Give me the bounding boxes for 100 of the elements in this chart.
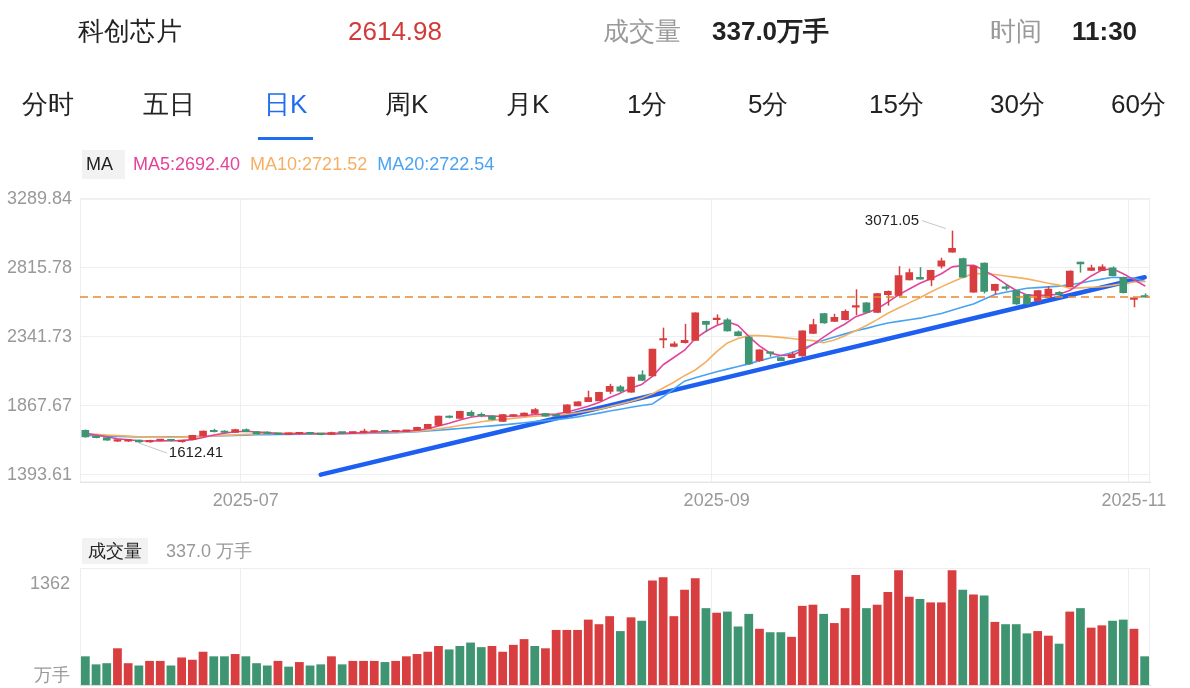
candlestick <box>958 256 967 279</box>
bar <box>915 598 925 685</box>
bar <box>241 656 251 685</box>
bar <box>466 642 475 685</box>
bar <box>401 656 411 685</box>
bar <box>722 611 732 685</box>
bar <box>797 605 807 685</box>
candlestick <box>349 430 357 435</box>
bar <box>177 657 187 685</box>
text: 60分 <box>1111 89 1166 119</box>
bar <box>113 648 122 685</box>
bar <box>755 628 764 685</box>
bar <box>733 626 743 685</box>
bar <box>990 621 1000 685</box>
text: 万手 <box>33 665 70 685</box>
text: 15分 <box>869 89 924 119</box>
bar <box>904 596 914 685</box>
y-tick-label: 3289.84 <box>6 187 72 208</box>
candlestick <box>691 311 700 342</box>
bar <box>359 660 368 685</box>
bar <box>840 608 850 685</box>
bar <box>541 648 550 685</box>
bar <box>819 613 829 685</box>
text: 2614.98 <box>348 16 442 46</box>
bar <box>808 604 818 685</box>
bar <box>712 612 722 685</box>
bar <box>947 570 957 685</box>
bar <box>273 660 283 685</box>
bar <box>487 646 497 685</box>
bar <box>91 664 101 685</box>
bar <box>220 656 229 685</box>
bar <box>391 660 401 685</box>
bar <box>1043 635 1053 685</box>
bar <box>380 662 390 685</box>
bar <box>102 663 112 685</box>
y-tick-label: 2815.78 <box>6 256 72 277</box>
bar <box>787 636 796 685</box>
bar <box>862 608 871 685</box>
text: 科创芯片 <box>78 16 182 46</box>
annotation: 3071.05 <box>864 210 920 228</box>
candlestick <box>744 335 753 366</box>
bar <box>337 664 347 685</box>
bar <box>327 656 336 685</box>
bar <box>519 639 529 685</box>
bar <box>626 617 636 685</box>
bar <box>230 654 240 685</box>
bar <box>829 623 839 685</box>
y-tick-label: 1867.67 <box>6 394 72 415</box>
annotation: 1612.41 <box>168 443 224 461</box>
bar <box>680 589 689 685</box>
text: 时间 <box>990 16 1042 46</box>
bar <box>648 580 657 685</box>
bar <box>508 644 518 685</box>
bar <box>958 589 968 685</box>
bar <box>1001 624 1010 685</box>
bar <box>573 629 582 685</box>
candlestick <box>851 288 860 316</box>
bar <box>134 665 144 685</box>
text: 337.0万手 <box>712 16 830 46</box>
bar <box>294 662 304 685</box>
bar <box>605 616 615 685</box>
bar <box>1140 656 1150 685</box>
text: 月K <box>506 89 550 119</box>
bar <box>1118 619 1128 685</box>
bar <box>145 660 154 685</box>
bar <box>583 619 593 685</box>
bar <box>123 663 133 685</box>
text: 1362 <box>28 573 70 593</box>
text: MA5:2692.40 <box>133 154 241 175</box>
bar <box>434 646 443 685</box>
bar <box>498 651 508 685</box>
bar <box>969 594 978 685</box>
bar <box>252 663 261 685</box>
bar <box>637 620 647 685</box>
candlestick <box>980 261 988 295</box>
bar <box>936 602 946 685</box>
bar <box>1033 631 1043 685</box>
bar <box>187 659 197 685</box>
bar <box>1065 611 1075 685</box>
bar <box>284 666 294 685</box>
bar <box>894 570 903 685</box>
y-tick-label: 1393.61 <box>6 463 72 484</box>
bar <box>155 660 165 685</box>
bar <box>851 574 861 685</box>
bar <box>979 595 989 685</box>
bar <box>701 608 711 685</box>
bar <box>1054 643 1064 685</box>
bar <box>209 656 219 685</box>
chart-subtitle: 337.0 万手 <box>166 541 253 561</box>
bar <box>198 651 208 685</box>
bar <box>1129 628 1139 685</box>
text: 5分 <box>748 89 789 119</box>
bar <box>1108 620 1117 685</box>
bar <box>690 578 700 685</box>
text: 11:30 <box>1072 16 1138 46</box>
chart-title: 成交量 <box>82 538 148 564</box>
text: 30分 <box>990 89 1045 119</box>
bar <box>423 651 433 685</box>
y-tick-label: 2341.73 <box>6 325 72 346</box>
text: 日K <box>264 89 308 119</box>
